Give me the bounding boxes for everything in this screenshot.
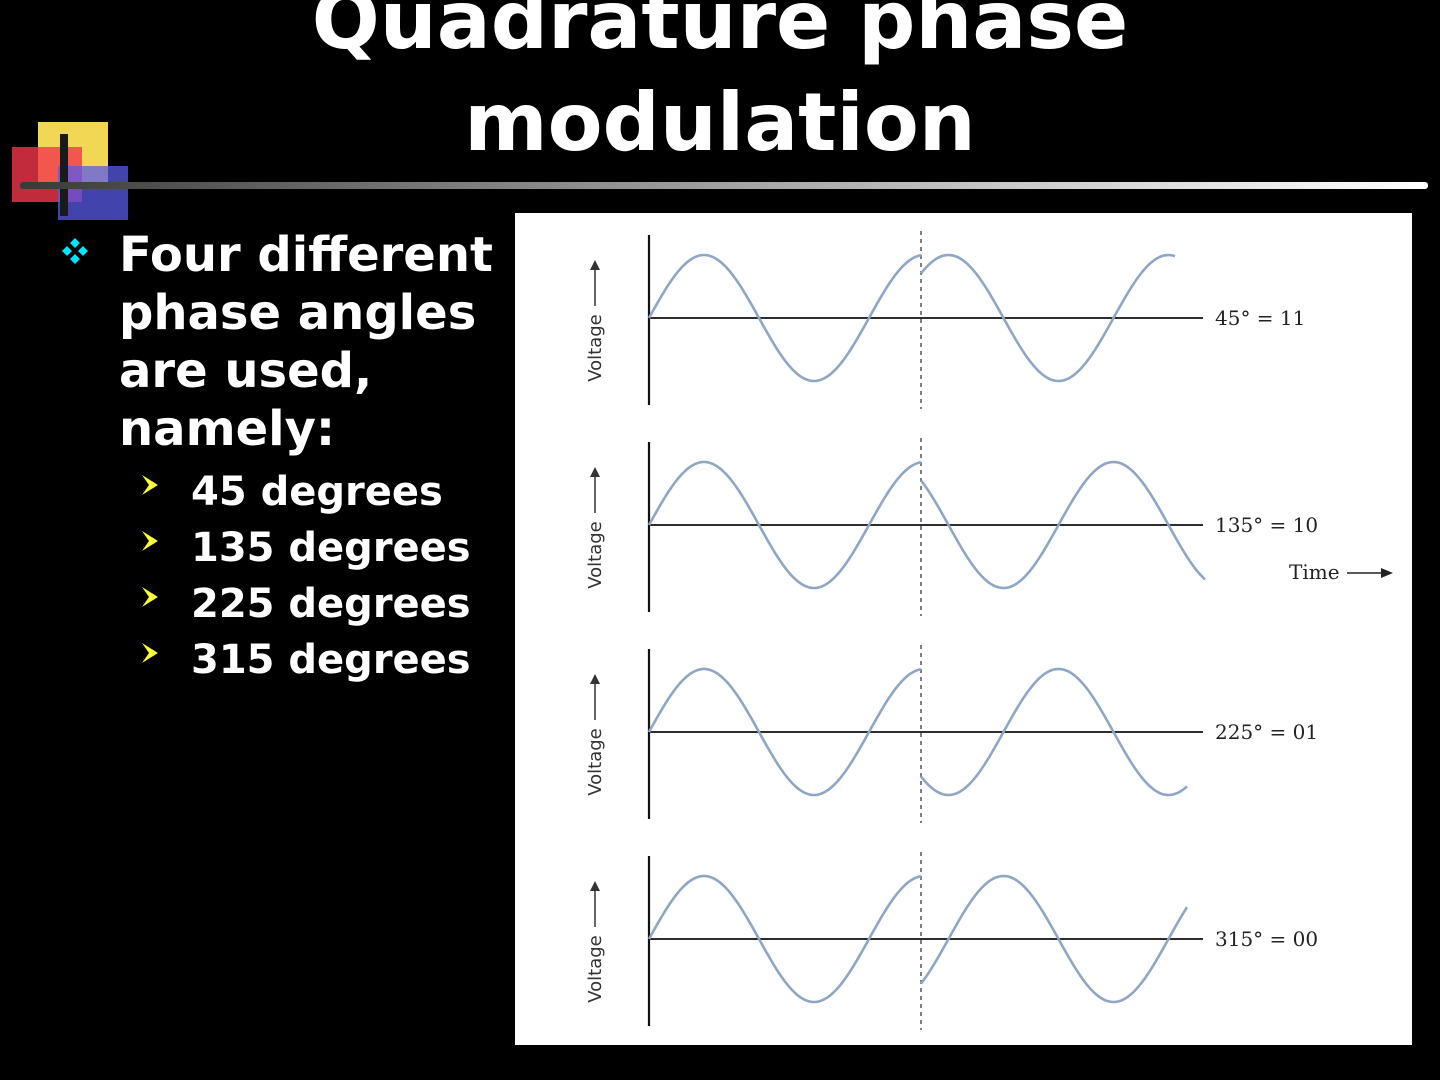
- voltage-axis-label: Voltage: [585, 314, 606, 382]
- voltage-arrow-head-icon: [590, 260, 600, 270]
- arrowhead-bullet-icon: [142, 475, 158, 495]
- phase-shifted-wave: [919, 667, 1188, 797]
- slide-title-line-1: Quadrature phase: [311, 0, 1129, 67]
- phase-label: 225° = 01: [1215, 720, 1318, 744]
- phase-shifted-wave: [919, 253, 1176, 383]
- sub-bullet-text: 315 degrees: [191, 637, 471, 683]
- reference-wave: [647, 253, 922, 383]
- slide-title-line-2: modulation: [464, 76, 976, 169]
- qpsk-waveform-figure: Voltage 45° = 11 Voltage 135° = 10 Time Volta…: [515, 213, 1412, 1045]
- bullet-list: Four different phase angles are used, na…: [60, 226, 510, 688]
- main-bullet-item: Four different phase angles are used, na…: [60, 226, 510, 458]
- arrowhead-bullet-icon: [142, 531, 158, 551]
- sub-bullet-item: 45 degrees: [60, 464, 510, 520]
- waveform-diagram: Voltage 45° = 11 Voltage 135° = 10 Time Volta…: [585, 231, 1393, 1030]
- voltage-arrow-head-icon: [590, 881, 600, 891]
- phase-shifted-wave: [919, 874, 1189, 1004]
- arrowhead-bullet-icon: [142, 587, 158, 607]
- arrowhead-bullet-icon: [142, 643, 158, 663]
- sub-bullet-item: 135 degrees: [60, 520, 510, 576]
- phase-shifted-wave: [919, 460, 1206, 590]
- sub-bullet-item: 315 degrees: [60, 632, 510, 688]
- reference-wave: [647, 667, 922, 797]
- slide-title: Quadrature phase modulation: [0, 0, 1440, 174]
- reference-wave: [647, 460, 922, 590]
- phase-label: 315° = 00: [1215, 927, 1318, 951]
- phase-label: 45° = 11: [1215, 306, 1305, 330]
- sub-bullet-text: 225 degrees: [191, 581, 471, 627]
- voltage-axis-label: Voltage: [585, 728, 606, 796]
- voltage-axis-label: Voltage: [585, 521, 606, 589]
- voltage-axis-label: Voltage: [585, 935, 606, 1003]
- sub-bullet-item: 225 degrees: [60, 576, 510, 632]
- voltage-arrow-head-icon: [590, 467, 600, 477]
- phase-label: 135° = 10: [1215, 513, 1318, 537]
- diamond-bullet-icon: [62, 238, 88, 264]
- voltage-arrow-head-icon: [590, 674, 600, 684]
- sub-bullet-text: 45 degrees: [191, 469, 443, 515]
- sub-bullet-list: 45 degrees 135 degrees 225 degrees 315 d…: [60, 464, 510, 688]
- sub-bullet-text: 135 degrees: [191, 525, 471, 571]
- decorative-squares-logo: [12, 122, 128, 220]
- time-arrow-head-icon: [1381, 568, 1393, 578]
- main-bullet-text: Four different phase angles are used, na…: [119, 227, 493, 457]
- time-axis-label: Time: [1289, 560, 1340, 584]
- reference-wave: [647, 874, 922, 1004]
- title-divider: [20, 182, 1428, 189]
